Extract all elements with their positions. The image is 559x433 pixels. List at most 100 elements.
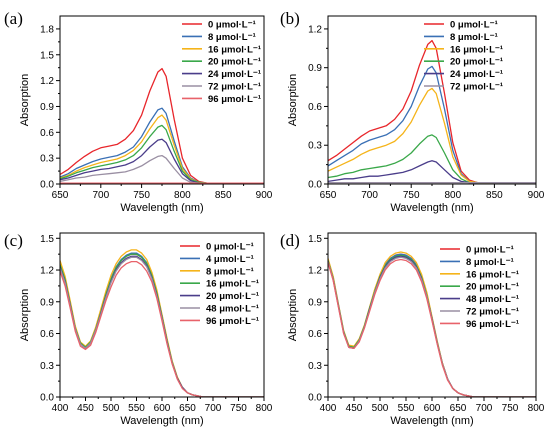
legend-entry: 8 μmol·L⁻¹: [208, 32, 256, 43]
x-tick-label: 800: [256, 403, 273, 414]
legend-entry: 16 μmol·L⁻¹: [208, 44, 261, 55]
x-tick-label: 750: [403, 190, 420, 201]
y-tick-label: 0.3: [40, 361, 54, 372]
y-tick-label: 0.3: [308, 361, 322, 372]
y-tick-label: 0.9: [40, 102, 54, 113]
y-tick-label: 0.0: [308, 393, 322, 404]
legend-entry: 0 μmol·L⁻¹: [208, 20, 256, 31]
legend-entry: 72 μmol·L⁻¹: [466, 307, 519, 318]
y-tick-label: 1.5: [40, 50, 54, 61]
series-group: [328, 251, 536, 397]
series-line: [60, 124, 264, 184]
series-line: [328, 134, 536, 184]
panel-0: 650 700 750 800 850 900 0.0 0.3 0.6 0.9 1.2 1.5 1.8 W…: [4, 9, 273, 214]
y-tick-label: 0.6: [308, 102, 322, 113]
x-tick-label: 650: [52, 190, 69, 201]
y-tick-label: 0.0: [308, 180, 322, 191]
legend-entry: 20 μmol·L⁻¹: [466, 282, 519, 293]
x-axis-label: Wavelength (nm): [390, 202, 473, 214]
y-tick-label: 1.5: [40, 234, 54, 245]
series-line: [328, 160, 536, 184]
x-tick-label: 750: [502, 403, 519, 414]
x-axis-label: Wavelength (nm): [390, 415, 473, 427]
series-line: [60, 67, 264, 184]
series-line: [328, 65, 536, 184]
legend-entry: 4 μmol·L⁻¹: [206, 254, 254, 265]
x-tick-label: 850: [486, 190, 503, 201]
x-axis-label: Wavelength (nm): [120, 202, 203, 214]
panel-label: (a): [4, 9, 23, 28]
y-tick-label: 1.2: [40, 266, 54, 277]
y-axis-label: Absorption: [287, 74, 299, 127]
legend-entry: 16 μmol·L⁻¹: [206, 279, 259, 290]
x-tick-label: 450: [346, 403, 363, 414]
series-line: [328, 39, 536, 184]
series-line: [328, 87, 536, 184]
legend-entry: 48 μmol·L⁻¹: [466, 294, 519, 305]
legend-entry: 8 μmol·L⁻¹: [466, 257, 514, 268]
legend-entry: 8 μmol·L⁻¹: [206, 266, 254, 277]
y-axis-label: Absorption: [19, 289, 31, 342]
x-tick-label: 500: [103, 403, 120, 414]
x-tick-label: 550: [128, 403, 145, 414]
legend-entry: 16 μmol·L⁻¹: [450, 44, 503, 55]
x-tick-label: 800: [174, 190, 191, 201]
x-tick-label: 800: [444, 190, 461, 201]
panel-3: 400 450 500 550 600 650 700 750 800 0.0 0.3 0.6 0.9 1…: [280, 231, 545, 427]
x-tick-label: 500: [372, 403, 389, 414]
y-tick-label: 1.2: [308, 266, 322, 277]
x-tick-label: 750: [230, 403, 247, 414]
x-tick-label: 650: [450, 403, 467, 414]
legend-entry: 48 μmol·L⁻¹: [206, 304, 259, 315]
legend-entry: 72 μmol·L⁻¹: [208, 82, 261, 93]
legend-entry: 16 μmol·L⁻¹: [466, 269, 519, 280]
x-tick-label: 700: [205, 403, 222, 414]
series-line: [60, 260, 264, 397]
x-tick-label: 650: [179, 403, 196, 414]
series-group: [328, 39, 536, 184]
x-tick-label: 550: [398, 403, 415, 414]
legend-entry: 96 μmol·L⁻¹: [466, 319, 519, 330]
legend-entry: 0 μmol·L⁻¹: [206, 242, 254, 253]
legend-entry: 8 μmol·L⁻¹: [450, 32, 498, 43]
y-tick-label: 0.9: [40, 297, 54, 308]
legend-entry: 0 μmol·L⁻¹: [450, 20, 498, 31]
x-tick-label: 900: [256, 190, 273, 201]
legend-entry: 20 μmol·L⁻¹: [206, 291, 259, 302]
y-tick-label: 0.9: [308, 63, 322, 74]
panel-label: (d): [280, 231, 300, 250]
y-tick-label: 1.2: [40, 76, 54, 87]
x-tick-label: 700: [92, 190, 109, 201]
y-tick-label: 1.8: [40, 24, 54, 35]
legend-entry: 0 μmol·L⁻¹: [466, 245, 514, 256]
legend-entry: 24 μmol·L⁻¹: [208, 69, 261, 80]
legend-entry: 20 μmol·L⁻¹: [450, 57, 503, 68]
x-tick-label: 750: [133, 190, 150, 201]
x-tick-label: 400: [52, 403, 69, 414]
y-tick-label: 0.3: [308, 141, 322, 152]
series-group: [60, 249, 264, 397]
x-axis-label: Wavelength (nm): [120, 415, 203, 427]
y-tick-label: 0.6: [40, 329, 54, 340]
x-tick-label: 600: [154, 403, 171, 414]
y-tick-label: 1.2: [308, 24, 322, 35]
x-tick-label: 700: [476, 403, 493, 414]
x-tick-label: 650: [320, 190, 337, 201]
x-tick-label: 900: [528, 190, 545, 201]
legend-entry: 96 μmol·L⁻¹: [208, 94, 261, 105]
y-tick-label: 0.0: [40, 393, 54, 404]
legend-entry: 72 μmol·L⁻¹: [450, 82, 503, 93]
y-tick-label: 0.6: [308, 329, 322, 340]
legend-entry: 24 μmol·L⁻¹: [450, 69, 503, 80]
series-line: [60, 107, 264, 184]
panel-1: 650 700 750 800 850 900 0.0 0.3 0.6 0.9 1.2 Wavelen…: [280, 9, 545, 214]
y-tick-label: 0.9: [308, 297, 322, 308]
series-line: [328, 258, 536, 397]
series-line: [60, 138, 264, 184]
legend-entry: 20 μmol·L⁻¹: [208, 57, 261, 68]
x-tick-label: 400: [320, 403, 337, 414]
y-axis-label: Absorption: [19, 74, 31, 127]
series-group: [60, 67, 264, 184]
x-tick-label: 600: [424, 403, 441, 414]
